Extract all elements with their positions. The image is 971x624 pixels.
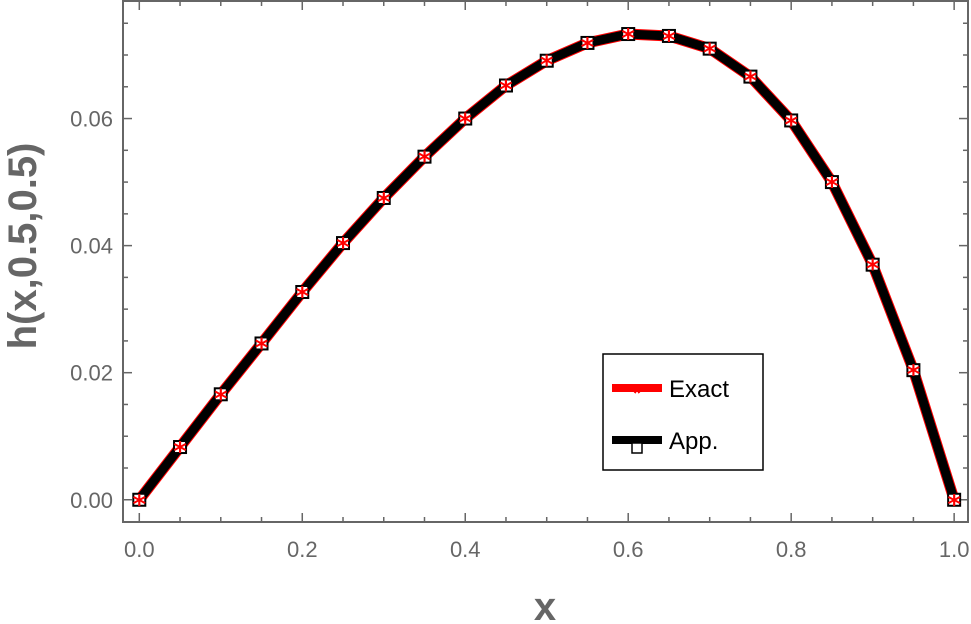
exact-marker-asterisk: * bbox=[336, 233, 350, 263]
exact-marker-asterisk: * bbox=[744, 67, 758, 97]
y-tick-label: 0.00 bbox=[70, 488, 113, 513]
app-marker-square bbox=[132, 492, 147, 507]
exact-marker-asterisk: * bbox=[132, 490, 146, 520]
exact-marker-asterisk: * bbox=[907, 360, 921, 390]
series-markers: * * * * * * * * * * * * * * * * * * * * * bbox=[132, 24, 961, 520]
legend-exact-marker: * bbox=[633, 383, 641, 405]
app-marker-square bbox=[458, 111, 473, 126]
app-marker-square bbox=[947, 492, 962, 507]
app-marker-square bbox=[336, 236, 351, 251]
exact-marker-asterisk: * bbox=[173, 437, 187, 467]
y-axis-label: h(x,0.5,0.5) bbox=[1, 143, 45, 350]
exact-marker-asterisk: * bbox=[255, 333, 269, 363]
app-marker-square bbox=[661, 28, 676, 43]
app-marker-square bbox=[784, 113, 799, 128]
exact-marker-asterisk: * bbox=[540, 51, 554, 81]
exact-marker-asterisk: * bbox=[662, 26, 676, 56]
app-marker-square bbox=[295, 284, 310, 299]
legend-exact-label: Exact bbox=[669, 376, 729, 403]
x-tick-label: 0.2 bbox=[287, 537, 318, 562]
exact-marker-asterisk: * bbox=[866, 255, 880, 285]
app-marker-square bbox=[254, 336, 269, 351]
exact-marker-asterisk: * bbox=[295, 282, 309, 312]
exact-marker-asterisk: * bbox=[458, 109, 472, 139]
exact-marker-asterisk: * bbox=[418, 147, 432, 177]
x-axis-label: x bbox=[534, 585, 556, 624]
app-marker-square bbox=[498, 78, 513, 93]
x-tick-label: 0.6 bbox=[613, 537, 644, 562]
exact-marker-asterisk: * bbox=[377, 188, 391, 218]
app-marker-square bbox=[417, 149, 432, 164]
app-marker-square bbox=[213, 387, 228, 402]
x-tick-label: 0.8 bbox=[776, 537, 807, 562]
exact-marker-asterisk: * bbox=[581, 33, 595, 63]
app-marker-square bbox=[743, 69, 758, 84]
app-marker-square bbox=[621, 27, 636, 42]
x-tick-label: 0.4 bbox=[450, 537, 481, 562]
y-tick-label: 0.02 bbox=[70, 361, 113, 386]
exact-marker-asterisk: * bbox=[621, 24, 635, 54]
exact-marker-asterisk: * bbox=[703, 39, 717, 69]
app-marker-square bbox=[173, 440, 188, 455]
exact-marker-asterisk: * bbox=[947, 490, 961, 520]
app-marker-square bbox=[539, 53, 554, 68]
exact-marker-asterisk: * bbox=[214, 384, 228, 414]
legend-app-marker bbox=[631, 442, 643, 454]
app-marker-square bbox=[865, 257, 880, 272]
app-marker-square bbox=[580, 35, 595, 50]
legend-box bbox=[602, 353, 764, 471]
exact-marker-asterisk: * bbox=[499, 76, 513, 106]
x-tick-label: 0.0 bbox=[124, 537, 155, 562]
axis-ticks: 0.0 0.2 0.4 0.6 0.8 1.0 0.00 0.02 0.04 0.06 bbox=[70, 1, 969, 562]
app-marker-square bbox=[702, 41, 717, 56]
legend-app-label: App. bbox=[669, 428, 718, 455]
x-tick-label: 1.0 bbox=[939, 537, 970, 562]
exact-marker-asterisk: * bbox=[825, 172, 839, 202]
y-tick-label: 0.06 bbox=[70, 107, 113, 132]
app-marker-square bbox=[376, 190, 391, 205]
y-tick-label: 0.04 bbox=[70, 234, 113, 259]
legend: * Exact App. bbox=[602, 353, 764, 471]
app-marker-square bbox=[906, 363, 921, 378]
exact-marker-asterisk: * bbox=[784, 110, 798, 140]
app-marker-square bbox=[824, 175, 839, 190]
plot-frame bbox=[122, 0, 969, 523]
